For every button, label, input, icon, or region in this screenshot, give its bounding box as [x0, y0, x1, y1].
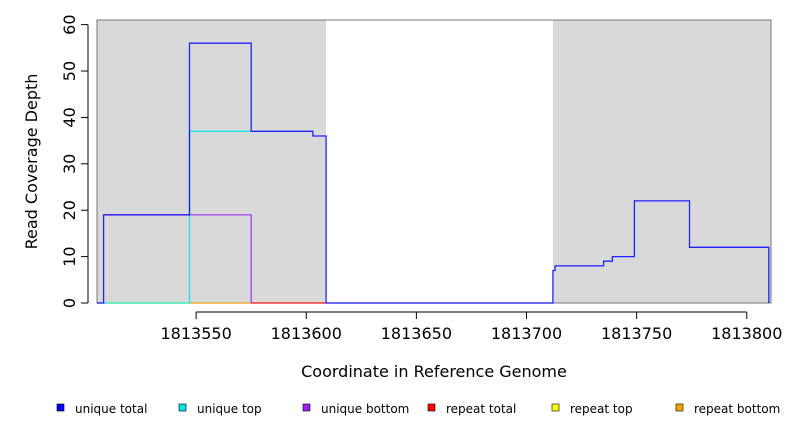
y-tick-label: 20 — [60, 200, 79, 220]
y-axis-title: Read Coverage Depth — [22, 74, 41, 250]
series-line-unique-top — [103, 130, 252, 304]
legend-swatch — [551, 403, 560, 412]
legend: unique total unique top unique bottom repea… — [56, 402, 780, 416]
legend-label: repeat top — [570, 402, 633, 416]
legend-swatch — [178, 403, 187, 412]
y-tick-label: 40 — [60, 107, 79, 127]
shaded-region — [552, 20, 771, 303]
legend-swatch — [302, 403, 311, 412]
legend-label: unique total — [75, 402, 147, 416]
legend-item: unique total — [56, 402, 147, 416]
series-lines — [97, 42, 770, 304]
x-tick-label: 1813600 — [271, 324, 342, 343]
y-tick-label: 30 — [60, 154, 79, 174]
y-tick-label: 50 — [60, 61, 79, 81]
shaded-region — [97, 20, 327, 303]
legend-item: unique bottom — [302, 402, 409, 416]
shaded-regions — [97, 20, 771, 303]
x-tick-label: 1813550 — [160, 324, 231, 343]
legend-item: repeat total — [427, 402, 516, 416]
legend-item: unique top — [178, 402, 262, 416]
legend-label: unique bottom — [321, 402, 409, 416]
x-tick-label: 1813700 — [491, 324, 562, 343]
y-tick-label: 60 — [60, 14, 79, 34]
legend-swatch — [56, 403, 65, 412]
legend-swatch — [675, 403, 684, 412]
x-tick-label: 1813650 — [381, 324, 452, 343]
x-tick-label: 1813750 — [601, 324, 672, 343]
legend-item: repeat bottom — [675, 402, 780, 416]
legend-label: unique top — [197, 402, 262, 416]
axes: 0 10 20 30 40 50 60 1813550 1813600 1813650 181370… — [60, 14, 782, 343]
y-tick-label: 10 — [60, 246, 79, 266]
legend-swatch — [427, 403, 436, 412]
y-tick-label: 0 — [60, 298, 79, 308]
legend-label: repeat total — [446, 402, 516, 416]
x-tick-label: 1813800 — [711, 324, 782, 343]
x-axis-title: Coordinate in Reference Genome — [301, 362, 567, 381]
legend-label: repeat bottom — [694, 402, 780, 416]
series-line-unique-total — [97, 42, 770, 304]
legend-item: repeat top — [551, 402, 633, 416]
